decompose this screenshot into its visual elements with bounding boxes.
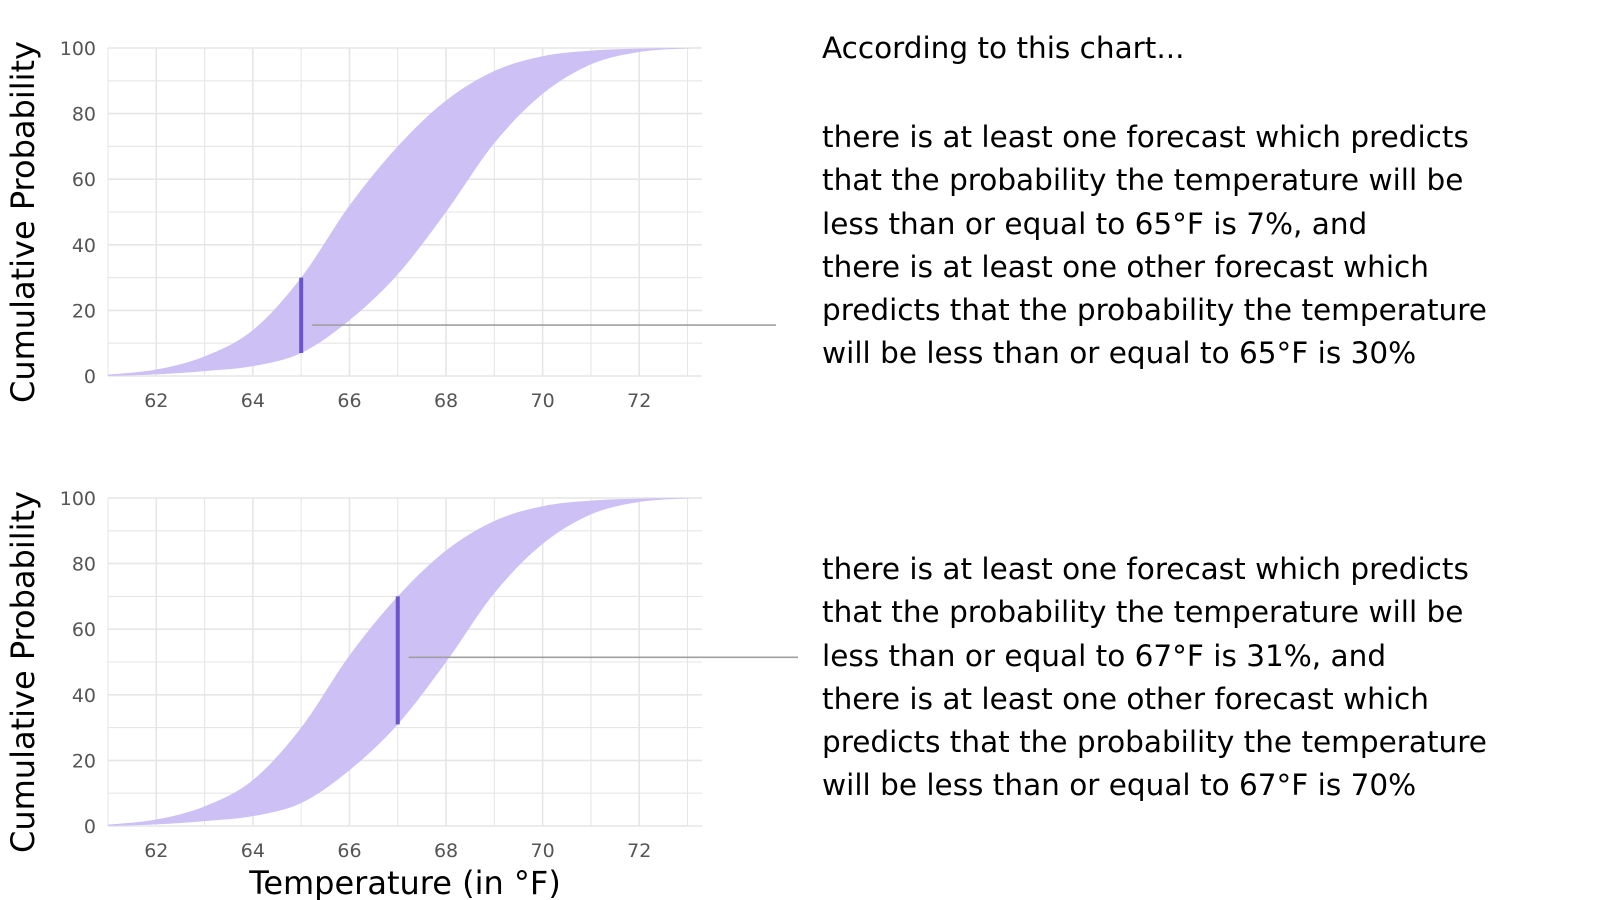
bottom-explanation-line: there is at least one forecast which pre…: [822, 552, 1469, 586]
top-y-axis-title: Cumulative Probability: [4, 41, 42, 403]
y-tick-label: 20: [72, 300, 96, 322]
bottom-explanation-line: that the probability the temperature wil…: [822, 595, 1464, 630]
x-tick-label: 68: [434, 840, 458, 862]
top-x-tick-labels: 62 64 66 68 70 72: [144, 390, 651, 412]
top-explanation-line: predicts that the probability the temper…: [822, 293, 1487, 328]
top-y-tick-labels: 0 20 40 60 80 100: [60, 38, 96, 388]
y-tick-label: 100: [60, 38, 96, 60]
intro-text: According to this chart...: [822, 27, 1185, 70]
bottom-y-tick-labels: 0 20 40 60 80 100: [60, 488, 96, 838]
x-tick-label: 66: [337, 390, 361, 412]
top-explanation-line: less than or equal to 65°F is 7%, and: [822, 206, 1368, 241]
bottom-explanation-line: predicts that the probability the temper…: [822, 725, 1487, 760]
y-tick-label: 60: [72, 169, 96, 191]
x-tick-label: 72: [627, 840, 651, 862]
bottom-explanation-line: there is at least one other forecast whi…: [822, 681, 1429, 716]
y-tick-label: 40: [72, 235, 96, 257]
top-explanation-line: there is at least one other forecast whi…: [822, 249, 1429, 284]
x-tick-label: 72: [627, 390, 651, 412]
y-tick-label: 40: [72, 685, 96, 707]
x-tick-label: 64: [241, 390, 265, 412]
bottom-explanation-line: less than or equal to 67°F is 31%, and: [822, 638, 1387, 673]
bottom-y-axis-title: Cumulative Probability: [4, 491, 42, 853]
top-cdf-chart: 0 20 40 60 80 100 62 64 66 68 70 72 Cumulative Pro…: [4, 38, 776, 412]
x-tick-label: 70: [531, 390, 555, 412]
top-forecast-band: [108, 47, 702, 376]
x-tick-label: 62: [144, 390, 168, 412]
top-explanation-line: that the probability the temperature wil…: [822, 163, 1464, 198]
bottom-grid: [107, 497, 702, 827]
x-tick-label: 64: [241, 840, 265, 862]
bottom-x-axis-title: Temperature (in °F): [248, 864, 561, 900]
y-tick-label: 80: [72, 104, 96, 126]
top-explanation: there is at least one forecast which pre…: [822, 116, 1487, 376]
top-explanation-line: there is at least one forecast which pre…: [822, 120, 1469, 154]
bottom-explanation: there is at least one forecast which pre…: [822, 548, 1487, 808]
x-tick-label: 68: [434, 390, 458, 412]
y-tick-label: 0: [84, 816, 96, 838]
bottom-forecast-band: [108, 497, 702, 826]
y-tick-label: 100: [60, 488, 96, 510]
y-tick-label: 20: [72, 750, 96, 772]
y-tick-label: 0: [84, 366, 96, 388]
y-tick-label: 60: [72, 619, 96, 641]
x-tick-label: 70: [531, 840, 555, 862]
x-tick-label: 66: [337, 840, 361, 862]
y-tick-label: 80: [72, 554, 96, 576]
bottom-explanation-line: will be less than or equal to 67°F is 70…: [822, 768, 1417, 803]
x-tick-label: 62: [144, 840, 168, 862]
bottom-cdf-chart: 0 20 40 60 80 100 62 64 66 68 70 72 Cumulative Pro…: [4, 488, 798, 900]
top-explanation-line: will be less than or equal to 65°F is 30…: [822, 336, 1417, 371]
intro-line: According to this chart...: [822, 31, 1185, 65]
bottom-x-tick-labels: 62 64 66 68 70 72: [144, 840, 651, 862]
